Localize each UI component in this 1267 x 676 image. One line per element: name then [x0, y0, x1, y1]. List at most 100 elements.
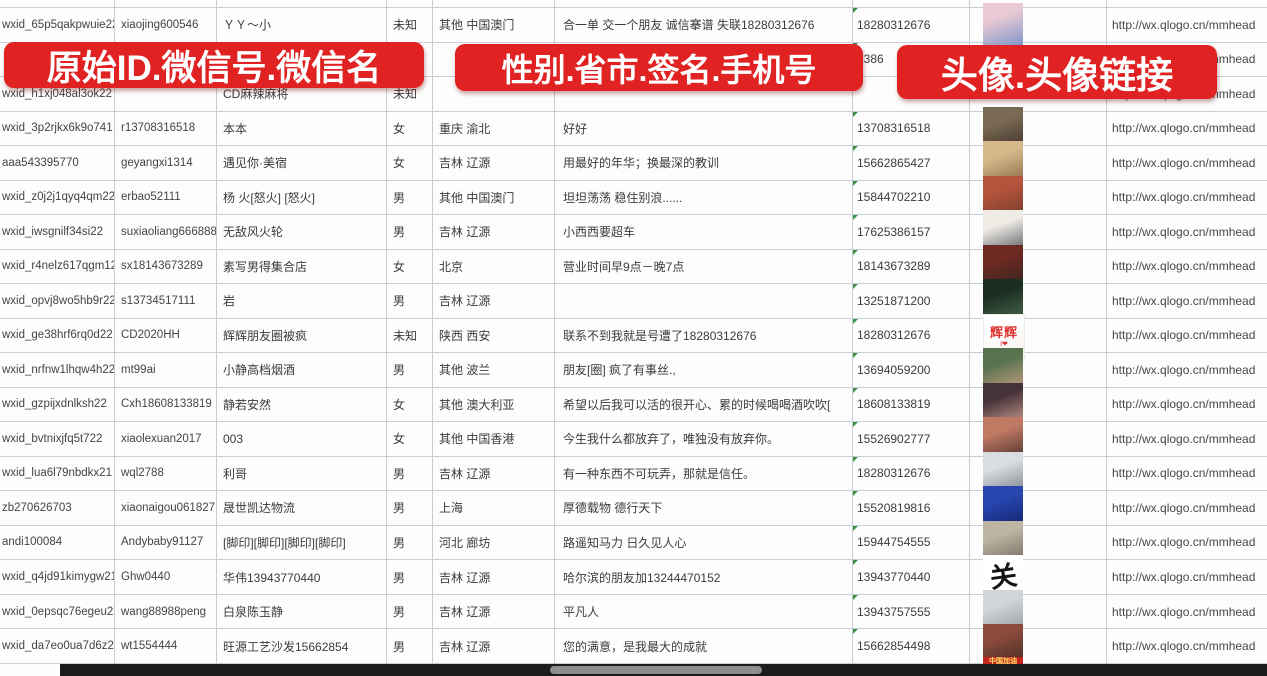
- cell-original-id[interactable]: wxid_h1xj048al3ok22: [0, 77, 115, 112]
- cell-original-id[interactable]: wxid_lua6l79nbdkx21: [0, 456, 115, 492]
- cell-wechat-name[interactable]: 华伟13943770440: [217, 560, 387, 595]
- cell-original-id[interactable]: wxid_0epsqc76egeu22: [0, 594, 115, 630]
- cell-gender[interactable]: 男: [387, 629, 433, 664]
- cell-wechat-id[interactable]: erbao52111: [115, 180, 217, 216]
- cell-wechat-name[interactable]: 静若安然: [217, 387, 387, 423]
- cell-avatar-url[interactable]: http://wx.qlogo.cn/mmhead: [1107, 560, 1267, 595]
- cell-wechat-name[interactable]: 岩: [217, 284, 387, 319]
- cell-original-id[interactable]: wxid_r4nelz617qgm12: [0, 249, 115, 285]
- cell-phone[interactable]: 15520819816: [853, 491, 970, 526]
- bottom-scrollbar[interactable]: [60, 664, 1267, 676]
- cell-phone[interactable]: 13251871200: [853, 284, 970, 319]
- cell-wechat-id[interactable]: mt99ai: [115, 353, 217, 388]
- cell-gender[interactable]: 女: [387, 422, 433, 457]
- cell-province-city[interactable]: 吉林 辽源: [433, 594, 555, 630]
- cell-wechat-name[interactable]: 本本: [217, 111, 387, 147]
- cell-wechat-id[interactable]: wang88988peng: [115, 594, 217, 630]
- cell-wechat-name[interactable]: 小静高档烟酒: [217, 353, 387, 388]
- cell-wechat-id[interactable]: sx18143673289: [115, 249, 217, 285]
- cell-wechat-name[interactable]: 无敌风火轮: [217, 215, 387, 250]
- cell-original-id[interactable]: wxid_q4jd91kimygw21: [0, 560, 115, 595]
- cell-phone[interactable]: 15944754555: [853, 525, 970, 561]
- cell-phone[interactable]: 18608133819: [853, 387, 970, 423]
- cell-avatar-url[interactable]: http://wx.qlogo.cn/mmhead: [1107, 250, 1267, 285]
- cell-wechat-name[interactable]: 003: [217, 422, 387, 457]
- cell-avatar-url[interactable]: http://wx.qlogo.cn/mmhead: [1107, 353, 1267, 388]
- cell-original-id[interactable]: wxid_65p5qakpwuie22: [0, 8, 115, 43]
- cell-gender[interactable]: 女: [387, 387, 433, 423]
- cell-avatar[interactable]: [970, 3, 1107, 47]
- cell-avatar-url[interactable]: http://wx.qlogo.cn/mmhead: [1107, 526, 1267, 561]
- cell-wechat-name[interactable]: [217, 0, 387, 8]
- cell-avatar-url[interactable]: http://wx.qlogo.cn/mmhead: [1107, 457, 1267, 492]
- cell-province-city[interactable]: 上海: [433, 491, 555, 526]
- cell-gender[interactable]: 男: [387, 353, 433, 388]
- cell-gender[interactable]: 男: [387, 491, 433, 526]
- cell-wechat-name[interactable]: 利哥: [217, 456, 387, 492]
- cell-avatar-url[interactable]: http://wx.qlogo.cn/mmhead: [1107, 595, 1267, 630]
- cell-phone[interactable]: 15526902777: [853, 422, 970, 457]
- cell-phone[interactable]: [853, 0, 970, 8]
- cell-original-id[interactable]: wxid_gzpijxdnlksh22: [0, 387, 115, 423]
- cell-wechat-id[interactable]: Andybaby91127: [115, 525, 217, 561]
- cell-province-city[interactable]: 陕西 西安: [433, 318, 555, 354]
- cell-gender[interactable]: [387, 0, 433, 8]
- cell-signature[interactable]: 您的满意，是我最大的成就: [555, 629, 853, 664]
- cell-wechat-name[interactable]: 辉辉朋友圈被疯: [217, 318, 387, 354]
- cell-gender[interactable]: 未知: [387, 318, 433, 354]
- cell-province-city[interactable]: 重庆 渝北: [433, 111, 555, 147]
- cell-avatar-url[interactable]: http://wx.qlogo.cn/mmhead: [1107, 181, 1267, 216]
- cell-signature[interactable]: 希望以后我可以活的很开心、累的时候喝喝酒吹吹[: [555, 387, 853, 423]
- cell-avatar-url[interactable]: http://wx.qlogo.cn/mmhead: [1107, 215, 1267, 250]
- cell-original-id[interactable]: wxid_opvj8wo5hb9r22: [0, 284, 115, 319]
- cell-signature[interactable]: 厚德载物 德行天下: [555, 491, 853, 526]
- cell-avatar[interactable]: 中国加油: [970, 624, 1107, 669]
- cell-original-id[interactable]: [0, 0, 115, 8]
- cell-province-city[interactable]: 其他 中国澳门: [433, 180, 555, 216]
- cell-phone[interactable]: 13943757555: [853, 594, 970, 630]
- cell-avatar-url[interactable]: http://wx.qlogo.cn/mmhead: [1107, 284, 1267, 319]
- cell-gender[interactable]: 未知: [387, 8, 433, 43]
- cell-original-id[interactable]: wxid_iwsgnilf34si22: [0, 215, 115, 250]
- cell-wechat-name[interactable]: 素写男得集合店: [217, 249, 387, 285]
- cell-signature[interactable]: 好好: [555, 111, 853, 147]
- cell-avatar-url[interactable]: http://wx.qlogo.cn/mmhead: [1107, 112, 1267, 147]
- cell-province-city[interactable]: 吉林 辽源: [433, 146, 555, 181]
- cell-avatar[interactable]: [970, 0, 1107, 8]
- cell-signature[interactable]: [555, 77, 853, 112]
- cell-wechat-name[interactable]: 杨 火[怒火] [怒火]: [217, 180, 387, 216]
- cell-phone[interactable]: 18143673289: [853, 249, 970, 285]
- cell-signature[interactable]: 小西西要超车: [555, 215, 853, 250]
- cell-wechat-id[interactable]: Ghw0440: [115, 560, 217, 595]
- cell-signature[interactable]: 营业时间早9点－晚7点: [555, 249, 853, 285]
- cell-wechat-name[interactable]: 白泉陈玉静: [217, 594, 387, 630]
- cell-signature[interactable]: 坦坦荡荡 稳住别浪......: [555, 180, 853, 216]
- cell-avatar-url[interactable]: [1107, 0, 1267, 8]
- cell-original-id[interactable]: andi100084: [0, 525, 115, 561]
- cell-gender[interactable]: 男: [387, 180, 433, 216]
- cell-wechat-id[interactable]: xiaolexuan2017: [115, 422, 217, 457]
- cell-signature[interactable]: [555, 284, 853, 319]
- cell-wechat-id[interactable]: Cxh18608133819: [115, 387, 217, 423]
- cell-phone[interactable]: 15844702210: [853, 180, 970, 216]
- cell-signature[interactable]: 哈尔滨的朋友加13244470152: [555, 560, 853, 595]
- cell-signature[interactable]: 用最好的年华；换最深的教训: [555, 146, 853, 181]
- cell-wechat-name[interactable]: 晟世凯达物流: [217, 491, 387, 526]
- cell-wechat-id[interactable]: s13734517111: [115, 284, 217, 319]
- cell-signature[interactable]: 合一单 交一个朋友 诚信搴谱 失联18280312676: [555, 8, 853, 43]
- cell-original-id[interactable]: wxid_da7eo0ua7d6z22: [0, 629, 115, 664]
- cell-wechat-id[interactable]: [115, 77, 217, 112]
- cell-phone[interactable]: 17625386157: [853, 215, 970, 250]
- cell-original-id[interactable]: wxid_ge38hrf6rq0d22: [0, 318, 115, 354]
- cell-wechat-id[interactable]: CD2020HH: [115, 318, 217, 354]
- cell-province-city[interactable]: 北京: [433, 249, 555, 285]
- cell-signature[interactable]: 路遥知马力 日久见人心: [555, 525, 853, 561]
- cell-province-city[interactable]: 河北 廊坊: [433, 525, 555, 561]
- cell-province-city[interactable]: 其他 中国澳门: [433, 8, 555, 43]
- cell-phone[interactable]: 18280312676: [853, 8, 970, 43]
- cell-wechat-name[interactable]: 遇见你·美宿: [217, 146, 387, 181]
- cell-original-id[interactable]: wxid_z0j2j1qyq4qm22: [0, 180, 115, 216]
- cell-phone[interactable]: 13708316518: [853, 111, 970, 147]
- cell-avatar-url[interactable]: http://wx.qlogo.cn/mmhead: [1107, 146, 1267, 181]
- cell-signature[interactable]: 有一种东西不可玩弄，那就是信任。: [555, 456, 853, 492]
